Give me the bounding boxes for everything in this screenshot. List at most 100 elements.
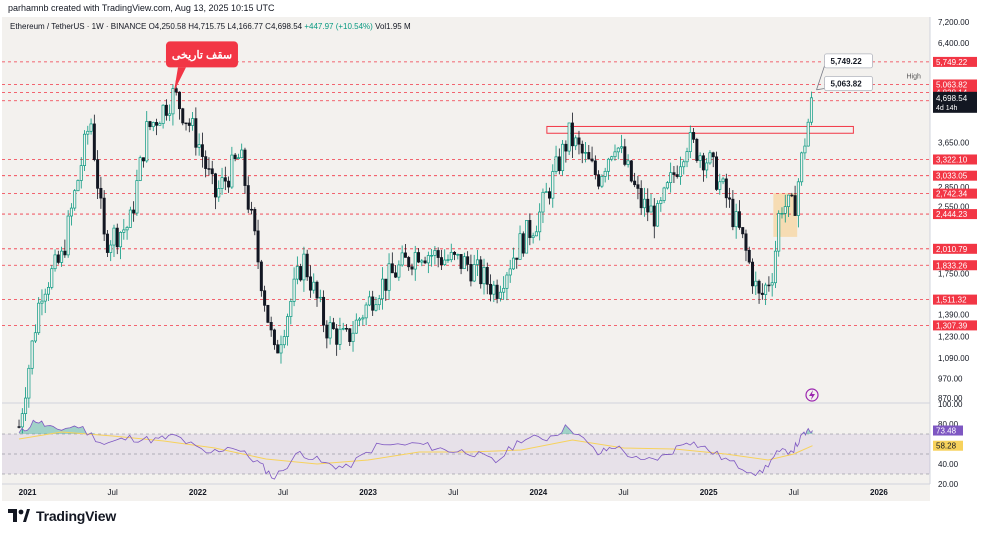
candle-body[interactable] xyxy=(33,332,37,342)
rsi-ma-line[interactable] xyxy=(18,431,813,465)
candle-body[interactable] xyxy=(610,156,614,160)
level-price-tag[interactable] xyxy=(933,188,977,199)
candle-body[interactable] xyxy=(272,329,276,346)
candle-body[interactable] xyxy=(708,152,712,164)
candle-body[interactable] xyxy=(207,168,211,170)
candle-body[interactable] xyxy=(413,252,417,270)
candle-body[interactable] xyxy=(505,274,509,289)
candle-body[interactable] xyxy=(508,268,512,276)
candle-body[interactable] xyxy=(400,252,404,266)
candle-body[interactable] xyxy=(37,302,41,334)
candle-body[interactable] xyxy=(243,149,247,186)
candle-body[interactable] xyxy=(407,257,411,268)
candle-body[interactable] xyxy=(92,123,96,161)
candle-body[interactable] xyxy=(685,151,689,163)
candle-body[interactable] xyxy=(744,233,748,251)
candle-body[interactable] xyxy=(734,211,738,228)
candle-body[interactable] xyxy=(374,304,378,311)
candle-body[interactable] xyxy=(177,91,181,110)
candle-body[interactable] xyxy=(580,143,584,154)
candle-body[interactable] xyxy=(787,194,791,207)
candle-body[interactable] xyxy=(495,284,499,299)
candle-body[interactable] xyxy=(89,123,93,132)
level-price-tag[interactable] xyxy=(933,170,977,181)
candle-body[interactable] xyxy=(564,143,568,152)
candle-body[interactable] xyxy=(662,187,666,201)
candle-body[interactable] xyxy=(731,198,735,228)
candle-body[interactable] xyxy=(86,130,90,135)
candle-body[interactable] xyxy=(728,197,732,200)
candle-body[interactable] xyxy=(344,328,348,330)
candle-body[interactable] xyxy=(20,413,24,428)
candle-body[interactable] xyxy=(629,160,633,182)
candle-body[interactable] xyxy=(773,250,777,284)
candle-body[interactable] xyxy=(698,155,702,161)
candle-body[interactable] xyxy=(724,178,728,199)
candle-body[interactable] xyxy=(83,133,87,166)
candle-body[interactable] xyxy=(266,304,270,323)
candle-body[interactable] xyxy=(24,397,28,414)
ath-annotation-box[interactable] xyxy=(165,41,238,68)
candle-body[interactable] xyxy=(475,259,479,265)
candle-body[interactable] xyxy=(557,156,561,172)
candle-body[interactable] xyxy=(541,191,545,213)
candle-body[interactable] xyxy=(315,281,319,299)
candle-body[interactable] xyxy=(135,180,139,214)
candle-body[interactable] xyxy=(626,160,630,165)
candle-body[interactable] xyxy=(544,191,548,193)
candle-body[interactable] xyxy=(646,198,650,213)
candle-body[interactable] xyxy=(603,170,607,177)
candle-body[interactable] xyxy=(227,180,231,188)
candle-body[interactable] xyxy=(128,209,132,228)
candle-body[interactable] xyxy=(521,233,525,254)
candle-body[interactable] xyxy=(263,290,267,306)
candle-body[interactable] xyxy=(286,316,290,337)
candle-body[interactable] xyxy=(459,254,463,269)
candle-body[interactable] xyxy=(390,263,394,274)
candle-body[interactable] xyxy=(705,162,709,171)
candle-body[interactable] xyxy=(652,205,656,227)
candle-body[interactable] xyxy=(721,178,725,183)
candle-body[interactable] xyxy=(479,259,483,285)
candle-body[interactable] xyxy=(63,250,67,256)
candle-body[interactable] xyxy=(456,254,460,256)
candle-body[interactable] xyxy=(715,156,718,190)
candle-body[interactable] xyxy=(200,144,204,157)
candle-body[interactable] xyxy=(803,145,807,154)
candle-body[interactable] xyxy=(656,203,660,227)
candle-body[interactable] xyxy=(50,268,54,288)
candle-body[interactable] xyxy=(279,344,283,354)
candle-body[interactable] xyxy=(204,156,208,169)
candle-body[interactable] xyxy=(253,209,257,232)
alert-badge-icon[interactable] xyxy=(805,388,819,402)
candle-body[interactable] xyxy=(148,121,152,128)
candle-body[interactable] xyxy=(53,254,57,270)
candle-body[interactable] xyxy=(770,282,774,286)
candle-body[interactable] xyxy=(17,426,21,428)
candle-body[interactable] xyxy=(548,191,551,199)
candle-body[interactable] xyxy=(426,255,430,264)
candle-body[interactable] xyxy=(259,261,263,292)
candle-body[interactable] xyxy=(354,319,358,334)
candle-body[interactable] xyxy=(531,235,535,238)
candle-body[interactable] xyxy=(534,231,538,237)
candle-body[interactable] xyxy=(600,175,604,187)
candle-body[interactable] xyxy=(348,328,352,342)
candle-body[interactable] xyxy=(597,174,601,187)
candle-body[interactable] xyxy=(777,213,781,252)
candle-body[interactable] xyxy=(511,257,515,270)
candle-body[interactable] xyxy=(590,158,594,162)
candle-body[interactable] xyxy=(472,264,476,282)
candle-body[interactable] xyxy=(214,173,217,198)
candle-body[interactable] xyxy=(439,257,443,266)
candle-body[interactable] xyxy=(665,182,669,189)
candle-body[interactable] xyxy=(737,211,741,228)
candle-body[interactable] xyxy=(125,227,129,231)
candle-body[interactable] xyxy=(518,233,522,260)
candle-body[interactable] xyxy=(754,280,758,287)
candle-body[interactable] xyxy=(446,259,450,261)
candle-body[interactable] xyxy=(331,322,335,330)
candle-body[interactable] xyxy=(384,278,388,291)
candle-body[interactable] xyxy=(551,171,555,199)
candle-body[interactable] xyxy=(109,244,113,253)
